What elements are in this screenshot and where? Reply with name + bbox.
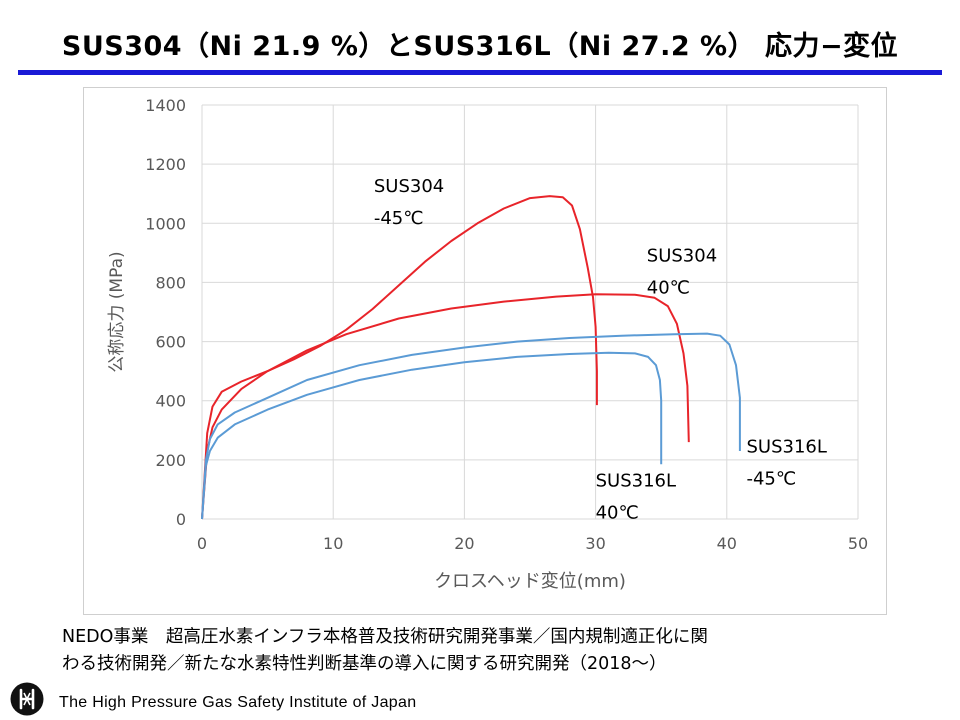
x-tick-label: 0: [197, 534, 207, 553]
series-line-1: [201, 195, 598, 520]
y-tick-label: 1400: [145, 96, 186, 115]
series-label-4-line-2: 40℃: [596, 502, 639, 523]
y-tick-label: 600: [155, 333, 186, 352]
project-caption: NEDO事業 超高圧水素インフラ本格普及技術研究開発事業／国内規制適正化に関 わ…: [62, 624, 952, 678]
chart-svg: 0 200 400 600 800 1000 1200 1400 0 10 20 30 40 50 クロスヘ…: [107, 96, 868, 592]
x-tick-label: 50: [848, 534, 868, 553]
y-tick-label: 200: [155, 451, 186, 470]
x-tick-label: 10: [323, 534, 343, 553]
caption-line-1: NEDO事業 超高圧水素インフラ本格普及技術研究開発事業／国内規制適正化に関: [62, 627, 708, 647]
series-label-4-line-1: SUS316L: [596, 470, 676, 491]
y-tick-label: 400: [155, 392, 186, 411]
x-tick-label: 20: [454, 534, 474, 553]
y-axis-label: 公称応力 (MPa): [107, 251, 127, 372]
series-label-3-line-1: SUS316L: [746, 436, 826, 457]
y-tick-label: 800: [155, 273, 186, 292]
x-axis-label: クロスヘッド変位(mm): [434, 571, 626, 592]
caption-line-2: わる技術開発／新たな水素特性判断基準の導入に関する研究開発（2018〜）: [62, 654, 667, 674]
series-line-4: [201, 351, 663, 520]
stress-displacement-chart: 0 200 400 600 800 1000 1200 1400 0 10 20 30 40 50 クロスヘ…: [83, 87, 887, 615]
series-label-2-line-1: SUS304: [647, 246, 717, 267]
x-tick-label: 30: [585, 534, 605, 553]
hpi-logo-icon: [10, 682, 44, 716]
x-tick-label: 40: [717, 534, 737, 553]
slide-title: SUS304（Ni 21.9 %）とSUS316L（Ni 27.2 %） 応力−…: [61, 31, 899, 62]
series-label-2-line-2: 40℃: [647, 278, 690, 299]
y-tick-label: 1200: [145, 155, 186, 174]
series-label-1-line-2: -45℃: [374, 208, 424, 229]
series-line-3: [201, 332, 741, 520]
institute-name: The High Pressure Gas Safety Institute o…: [59, 694, 417, 711]
series-label-3-line-2: -45℃: [746, 468, 796, 489]
y-tick-label: 1000: [145, 214, 186, 233]
title-underline: [18, 70, 942, 75]
series-label-1-line-1: SUS304: [374, 176, 444, 197]
series-line-2: [201, 293, 690, 520]
y-tick-label: 0: [176, 510, 186, 529]
